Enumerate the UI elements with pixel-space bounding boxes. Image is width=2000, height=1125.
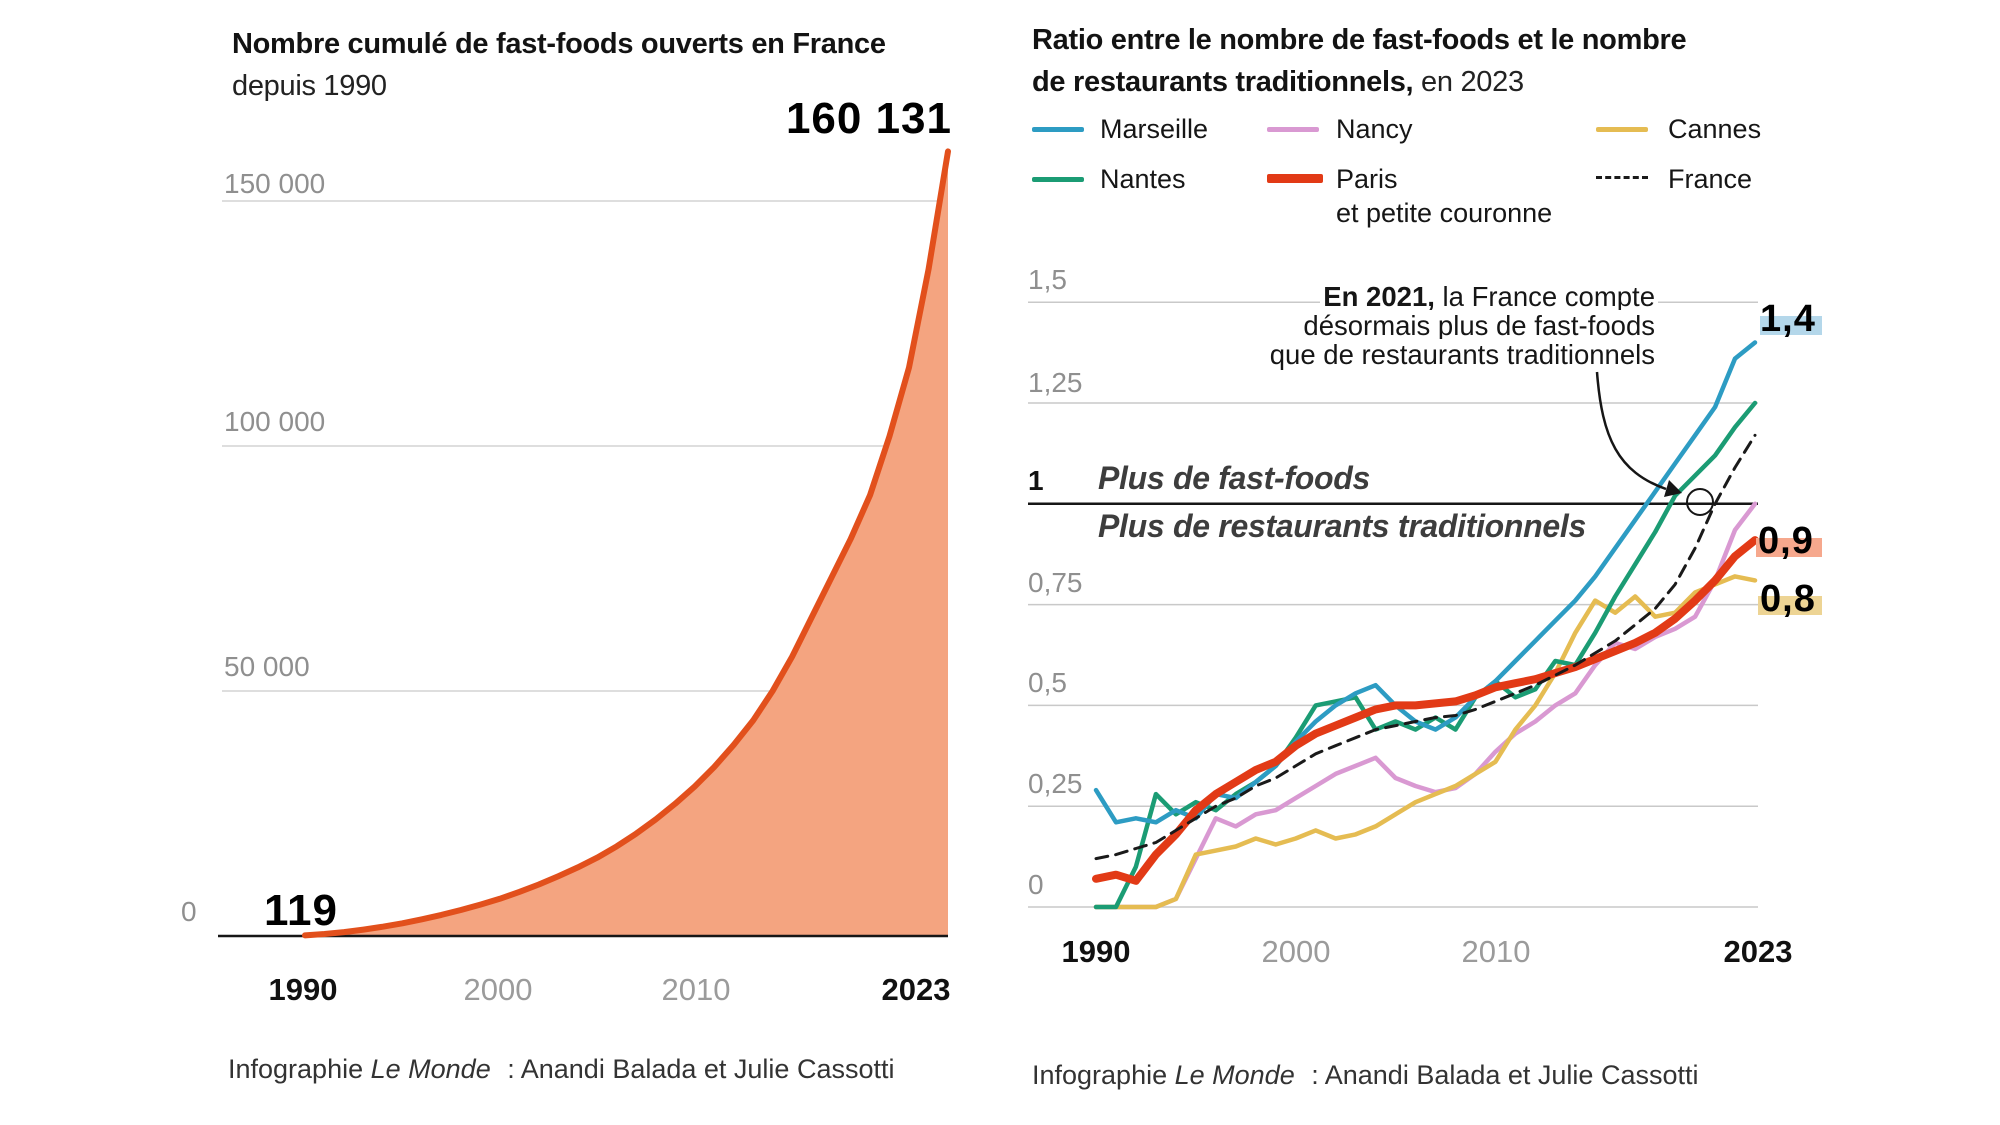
legend-swatch-france (1596, 176, 1648, 179)
legend-label-france: France (1668, 164, 1753, 194)
series-line-cannes (1093, 574, 1758, 910)
left-xtick-1990: 1990 (268, 972, 338, 1007)
left-chart-area-plot (218, 148, 951, 939)
left-ytick-0: 0 (181, 896, 197, 927)
annotation-line1-rest: la France compte (1434, 281, 1655, 312)
legend-swatch-nantes (1032, 177, 1084, 182)
right-chart-title-line2: de restaurants traditionnels, en 2023 (1032, 66, 1524, 99)
legend-swatch-paris (1267, 174, 1323, 183)
footer-brand: Le Monde (370, 1054, 491, 1084)
right-ytick-0: 0 (1028, 869, 1044, 900)
cumulative-line (302, 148, 951, 939)
legend-swatch-nancy (1267, 127, 1319, 132)
annotation-arrow (1595, 371, 1667, 491)
right-ytick-0-75: 0,75 (1028, 567, 1083, 598)
right-ytick-1: 1 (1028, 465, 1044, 496)
cumulative-area-fill (305, 151, 948, 936)
zone-label-more-traditional: Plus de restaurants traditionnels (1098, 508, 1587, 544)
legend-label-cannes: Cannes (1668, 114, 1762, 144)
right-xtick-2023: 2023 (1723, 934, 1793, 969)
left-ytick-100000: 100 000 (224, 406, 326, 437)
left-xtick-2023: 2023 (881, 972, 951, 1007)
series-line-paris-et-petite-couronne (1092, 536, 1759, 885)
series-line-nancy (1093, 501, 1758, 910)
left-chart-subtitle: depuis 1990 (232, 70, 387, 102)
left-peak-value-label: 160 131 (785, 94, 952, 143)
series-line-france (1094, 433, 1757, 861)
footer-suffix: : Anandi Balada et Julie Cassotti (507, 1054, 895, 1084)
legend-label-paris: Paris (1336, 164, 1398, 194)
end-label-paris: 0,9 (1758, 520, 1814, 562)
right-title-bold-part: de restaurants traditionnels, (1032, 66, 1414, 98)
left-footer-credit: Infographie Le Monde : Anandi Balada et … (228, 1054, 894, 1085)
annotation-line2: désormais plus de fast-foods (1238, 310, 1658, 341)
left-start-value-label: 119 (264, 886, 338, 935)
annotation-line1: En 2021, la France compte (1238, 281, 1658, 312)
footer-suffix: : Anandi Balada et Julie Cassotti (1311, 1060, 1699, 1090)
right-xtick-2000: 2000 (1261, 934, 1331, 969)
footer-brand: Le Monde (1174, 1060, 1295, 1090)
legend-label-nancy: Nancy (1336, 114, 1413, 144)
zone-label-more-fastfoods: Plus de fast-foods (1098, 460, 1370, 496)
right-chart-lines (1092, 340, 1759, 910)
legend-swatch-marseille (1032, 127, 1084, 132)
right-xtick-2010: 2010 (1461, 934, 1531, 969)
right-ytick-0-25: 0,25 (1028, 768, 1083, 799)
right-ytick-1-25: 1,25 (1028, 367, 1083, 398)
left-xtick-2000: 2000 (463, 972, 533, 1007)
right-ytick-0-5: 0,5 (1028, 667, 1067, 698)
left-chart-title: Nombre cumulé de fast-foods ouverts en F… (232, 28, 886, 60)
highlight-paris-value (1756, 538, 1822, 557)
end-label-marseille: 1,4 (1760, 298, 1816, 340)
footer-prefix: Infographie (228, 1054, 364, 1084)
right-ytick-1-5: 1,5 (1028, 264, 1067, 295)
right-title-regular-part: en 2023 (1413, 66, 1524, 98)
right-xtick-1990: 1990 (1061, 934, 1131, 969)
footer-prefix: Infographie (1032, 1060, 1168, 1090)
highlight-marseille-value (1760, 316, 1822, 335)
annotation-line3: que de restaurants traditionnels (1238, 339, 1658, 370)
right-chart-title-line1: Ratio entre le nombre de fast-foods et l… (1032, 24, 1687, 56)
left-ytick-50000: 50 000 (224, 651, 310, 682)
legend-label-nantes: Nantes (1100, 164, 1186, 194)
legend-label-marseille: Marseille (1100, 114, 1209, 144)
annotation-arrowhead-icon (1664, 480, 1682, 497)
end-label-cannes: 0,8 (1760, 578, 1816, 620)
left-ytick-150000: 150 000 (224, 168, 326, 199)
annotation-bold: En 2021, (1323, 281, 1435, 312)
annotation-2021: En 2021, la France compte désormais plus… (1238, 281, 1658, 370)
annotation-circle-marker (1686, 488, 1714, 516)
right-footer-credit: Infographie Le Monde : Anandi Balada et … (1032, 1060, 1698, 1091)
legend-swatch-cannes (1596, 127, 1648, 132)
legend-label-paris-line2: et petite couronne (1336, 198, 1553, 228)
highlight-cannes-value (1758, 596, 1822, 615)
left-xtick-2010: 2010 (661, 972, 731, 1007)
series-line-marseille (1093, 340, 1758, 825)
